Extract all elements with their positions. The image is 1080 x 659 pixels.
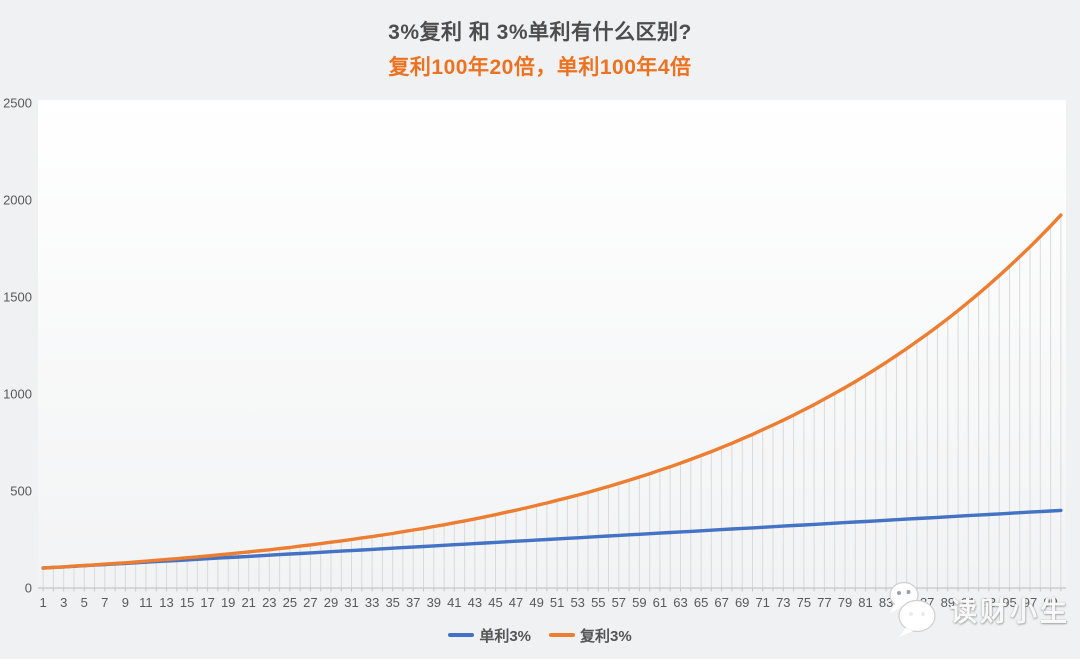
- svg-text:95: 95: [1002, 595, 1016, 610]
- svg-text:23: 23: [262, 595, 276, 610]
- legend-line-compound-icon: [549, 633, 575, 637]
- plot-area: [38, 100, 1066, 588]
- legend-line-simple-icon: [448, 633, 475, 637]
- svg-text:3: 3: [60, 595, 67, 610]
- svg-text:2000: 2000: [3, 193, 32, 208]
- legend-item-simple: 单利3%: [448, 625, 531, 646]
- svg-text:93: 93: [982, 595, 996, 610]
- legend: 单利3% 复利3%: [0, 625, 1080, 645]
- svg-text:15: 15: [180, 595, 194, 610]
- legend-label-compound: 复利3%: [580, 627, 632, 645]
- svg-text:7: 7: [101, 595, 108, 610]
- svg-text:33: 33: [365, 595, 379, 610]
- svg-text:1: 1: [39, 595, 46, 610]
- svg-text:47: 47: [509, 595, 523, 610]
- svg-text:37: 37: [406, 595, 420, 610]
- svg-text:5: 5: [81, 595, 88, 610]
- svg-text:71: 71: [755, 595, 769, 610]
- svg-text:81: 81: [858, 595, 872, 610]
- svg-text:57: 57: [612, 595, 626, 610]
- x-axis-labels: 1 3 5 7 9 11 13 15 17 19 21 23 25 27 29 31 33 35 37 39 41 43 4…: [39, 595, 1057, 610]
- legend-item-compound: 复利3%: [549, 625, 632, 646]
- svg-text:97: 97: [1023, 595, 1037, 610]
- svg-text:99: 99: [1043, 595, 1057, 610]
- watermark: 读财小生: [882, 578, 1070, 640]
- svg-text:53: 53: [570, 595, 584, 610]
- svg-text:83: 83: [879, 595, 893, 610]
- svg-text:59: 59: [632, 595, 646, 610]
- svg-text:61: 61: [653, 595, 667, 610]
- y-axis-labels: 0 500 1000 1500 2000 2500: [3, 96, 32, 596]
- svg-text:77: 77: [817, 595, 831, 610]
- svg-text:27: 27: [303, 595, 317, 610]
- svg-text:2500: 2500: [3, 96, 32, 111]
- series-line-simple: [41, 508, 1063, 570]
- svg-text:69: 69: [735, 595, 749, 610]
- svg-text:21: 21: [241, 595, 255, 610]
- chart-title: 3%复利 和 3%单利有什么区别?: [388, 21, 692, 44]
- series-line-compound: [41, 213, 1063, 570]
- svg-text:0: 0: [25, 581, 32, 596]
- svg-text:11: 11: [139, 595, 153, 610]
- svg-text:1500: 1500: [3, 290, 32, 305]
- svg-text:31: 31: [344, 595, 358, 610]
- svg-text:75: 75: [797, 595, 811, 610]
- svg-text:51: 51: [550, 595, 564, 610]
- wechat-icon: [889, 581, 936, 637]
- svg-text:13: 13: [159, 595, 173, 610]
- svg-text:91: 91: [961, 595, 975, 610]
- svg-text:67: 67: [714, 595, 728, 610]
- svg-text:9: 9: [122, 595, 129, 610]
- svg-text:49: 49: [529, 595, 543, 610]
- chart-subtitle: 复利100年20倍，单利100年4倍: [388, 56, 692, 79]
- svg-text:29: 29: [324, 595, 338, 610]
- legend-label-simple: 单利3%: [479, 627, 531, 645]
- svg-text:55: 55: [591, 595, 605, 610]
- svg-text:79: 79: [838, 595, 852, 610]
- svg-text:43: 43: [468, 595, 482, 610]
- svg-text:500: 500: [10, 484, 32, 499]
- svg-text:65: 65: [694, 595, 708, 610]
- svg-text:25: 25: [283, 595, 297, 610]
- watermark-text: 读财小生: [950, 596, 1070, 627]
- svg-text:89: 89: [941, 595, 955, 610]
- svg-text:35: 35: [385, 595, 399, 610]
- svg-text:63: 63: [673, 595, 687, 610]
- drop-lines: [42, 215, 1062, 588]
- svg-text:45: 45: [488, 595, 502, 610]
- svg-text:1000: 1000: [3, 387, 32, 402]
- svg-text:41: 41: [447, 595, 461, 610]
- svg-text:17: 17: [200, 595, 214, 610]
- svg-text:39: 39: [427, 595, 441, 610]
- svg-text:19: 19: [221, 595, 235, 610]
- svg-text:73: 73: [776, 595, 790, 610]
